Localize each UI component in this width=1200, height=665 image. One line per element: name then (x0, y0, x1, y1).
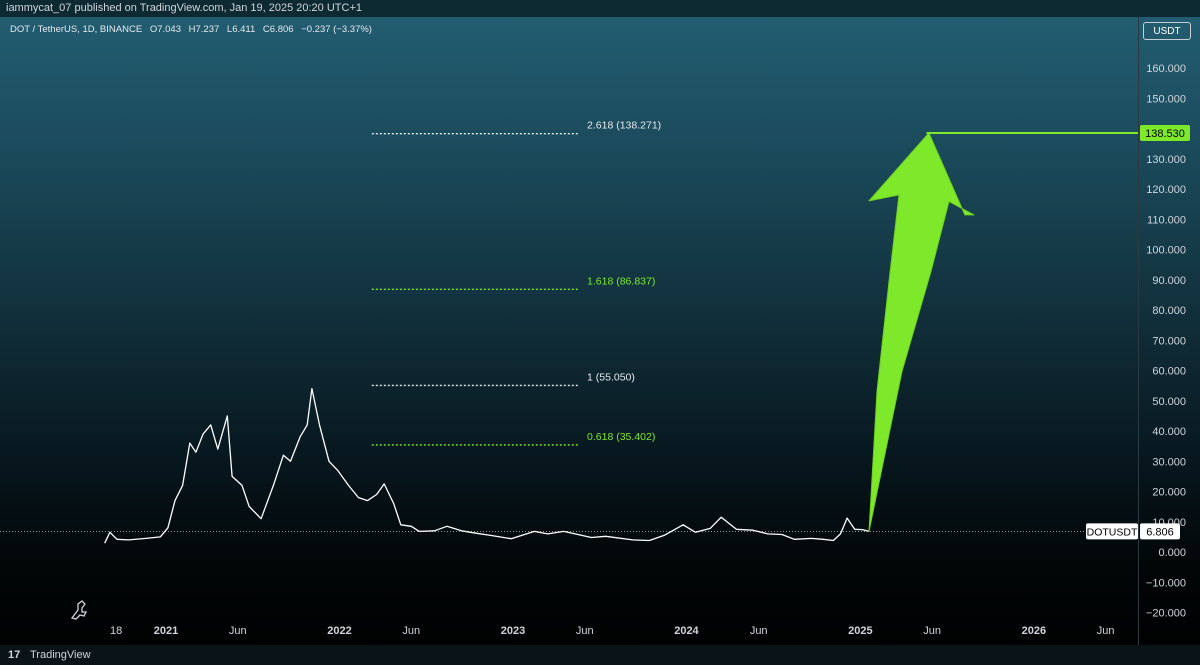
tradingview-logo-icon: 17 (8, 649, 21, 661)
price-axis-separator (1138, 17, 1139, 645)
low-value: L6.411 (226, 24, 256, 35)
published-info: iammycat_07 published on TradingView.com… (0, 0, 1200, 17)
symbol-title[interactable]: DOT / TetherUS, 1D, BINANCE (10, 24, 143, 35)
change-value: −0.237 (−3.37%) (301, 24, 372, 35)
symbol-ohlc-legend: DOT / TetherUS, 1D, BINANCE O7.043 H7.23… (10, 24, 377, 35)
footer: 17 TradingView (0, 645, 1200, 665)
footer-brand[interactable]: TradingView (30, 649, 91, 661)
open-value: O7.043 (149, 24, 181, 35)
close-value: C6.806 (262, 24, 294, 35)
high-value: H7.237 (188, 24, 220, 35)
currency-unit-button[interactable]: USDT (1143, 22, 1191, 40)
